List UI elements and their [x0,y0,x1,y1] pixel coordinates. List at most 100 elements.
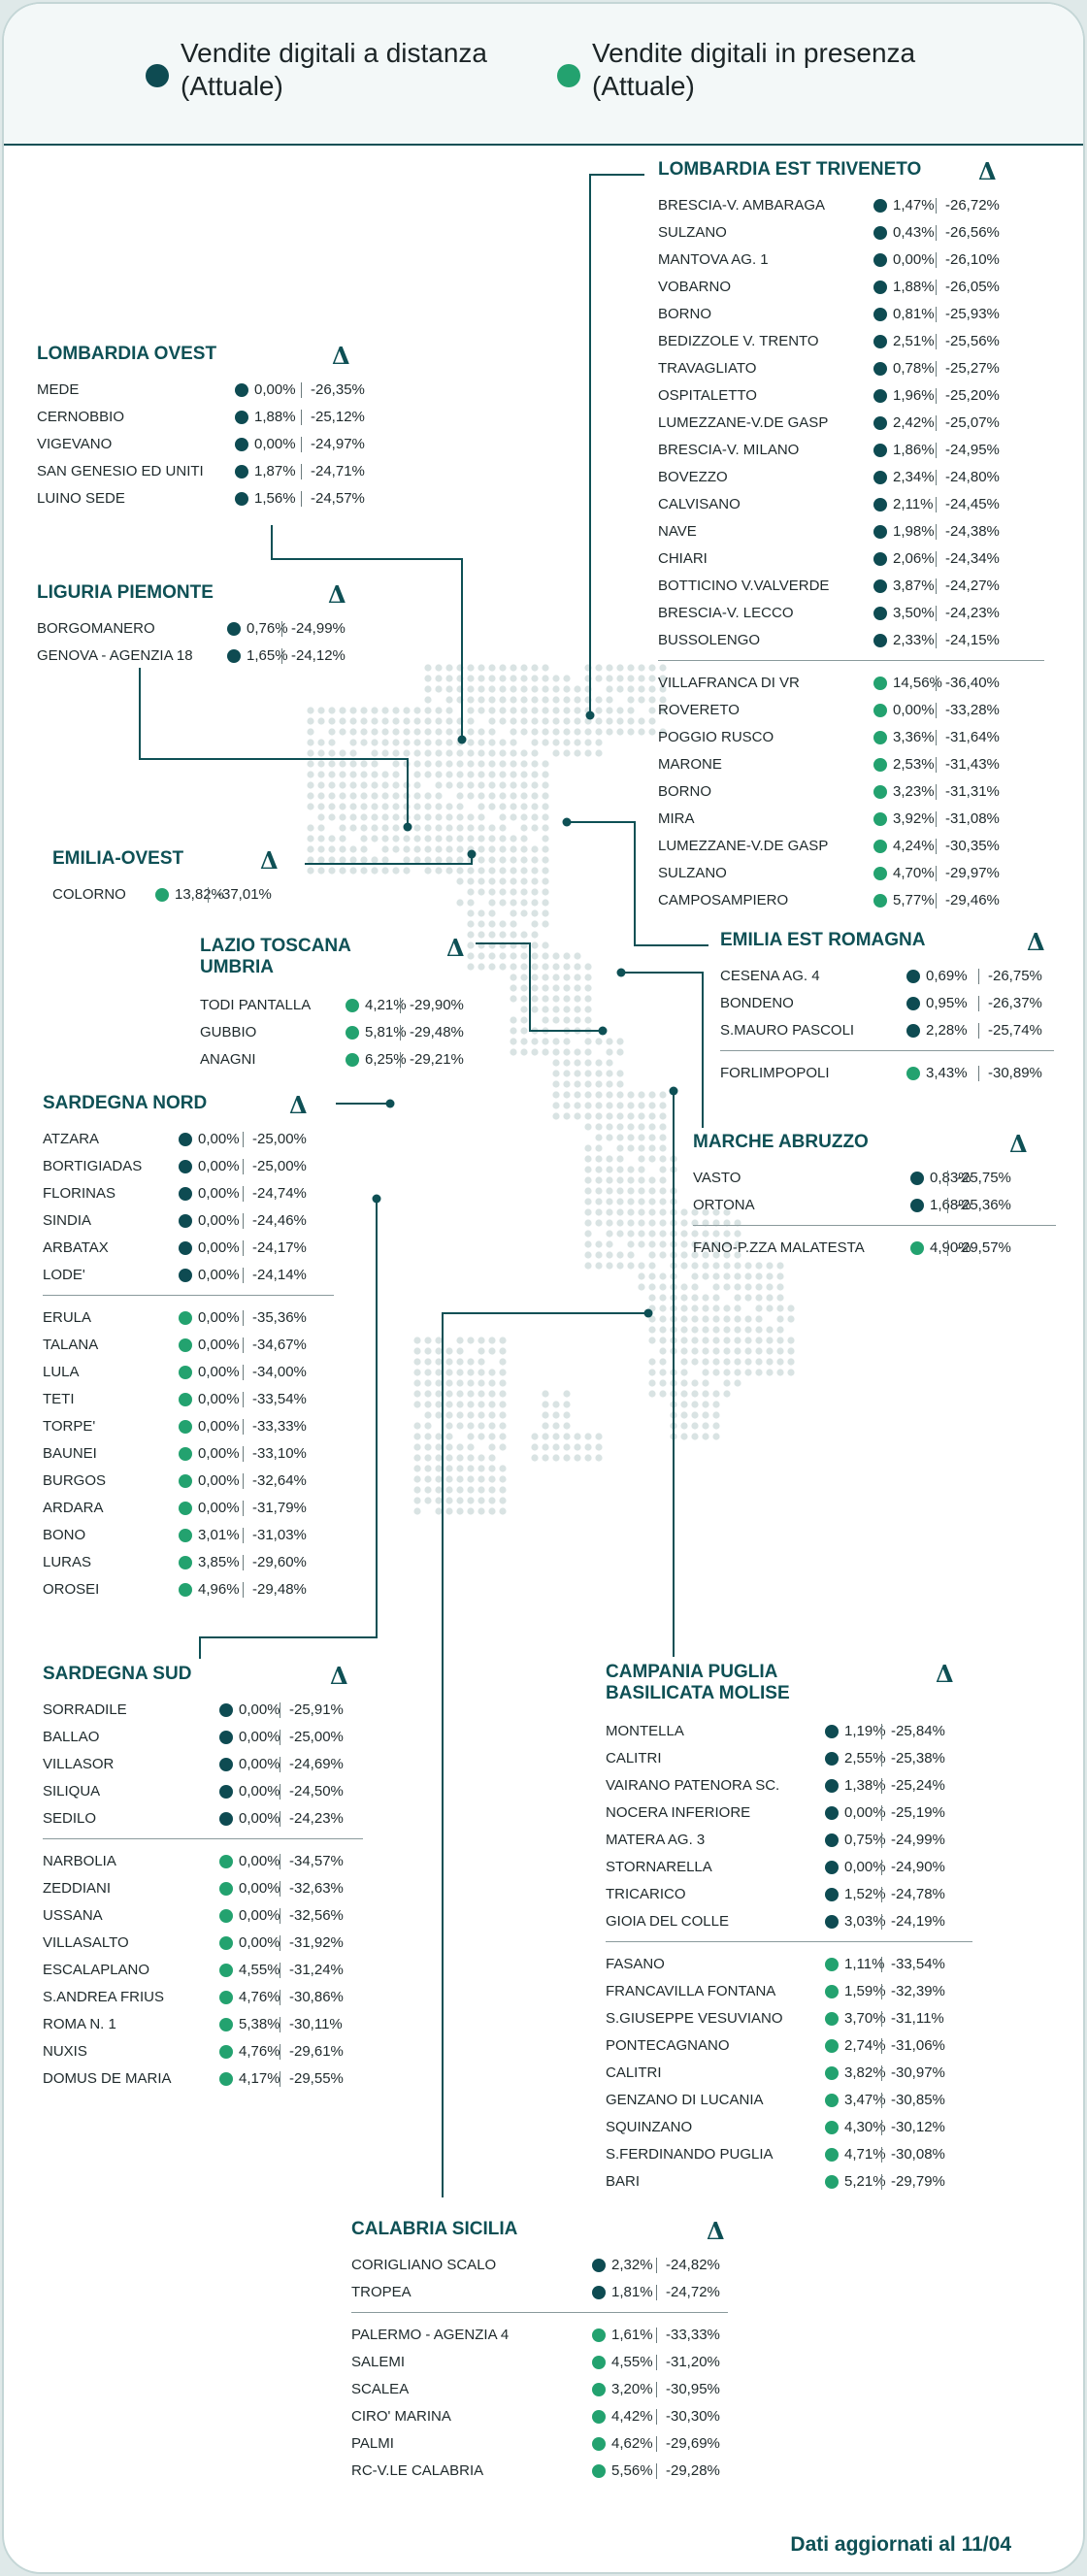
table-row: NARBOLIA 0,00% -34,57% [43,1848,363,1875]
map-dot [467,696,475,704]
map-dot [563,1422,571,1430]
map-dot [776,1272,784,1280]
column-separator [243,1132,244,1147]
map-dot [360,803,368,810]
map-dot [702,1390,709,1398]
map-dot [531,877,539,885]
map-dot [723,1369,731,1376]
map-dot [478,781,485,789]
sales-percent: 0,00% [198,1309,240,1326]
map-dot [595,1187,603,1195]
green-dot-icon [179,1474,192,1488]
map-dot [456,1422,464,1430]
map-dot [349,792,357,800]
map-dot [413,1507,421,1515]
agency-name: ROVERETO [658,702,740,718]
map-dot [723,1208,731,1216]
map-dot [488,931,496,939]
map-dot [478,920,485,928]
map-dot [638,1219,645,1227]
dark-teal-dot-icon [179,1187,192,1201]
map-dot [317,760,325,768]
agency-name: FLORINAS [43,1185,116,1202]
map-dot [445,1401,453,1408]
map-dot [435,675,443,682]
delta-value: -31,11% [891,2010,944,2027]
map-dot [627,707,635,714]
sales-percent: 1,47% [893,197,935,214]
map-dot [531,792,539,800]
map-dot [584,1048,592,1056]
map-dot [659,1272,667,1280]
map-dot [307,771,314,778]
map-dot [542,974,549,981]
delta-value: -25,19% [891,1804,945,1821]
map-dot [691,1283,699,1291]
map-dot [520,781,528,789]
map-dot [766,1347,774,1355]
map-dot [627,1251,635,1259]
map-dot [456,1497,464,1504]
map-dot [488,1454,496,1462]
agency-name: MEDE [37,381,80,398]
map-dot [478,845,485,853]
map-dot [478,664,485,672]
map-dot [317,845,325,853]
map-dot [445,1390,453,1398]
map-dot [381,824,389,832]
map-dot [499,664,507,672]
delta-value: -24,38% [945,523,1000,540]
map-dot [424,867,432,875]
map-dot [563,1016,571,1024]
map-dot [445,1347,453,1355]
map-dot [776,1337,784,1344]
dark-teal-dot-icon [825,1833,839,1847]
map-dot [456,1358,464,1366]
table-row: USSANA 0,00% -32,56% [43,1902,363,1930]
map-dot [648,1230,656,1238]
map-dot [734,1358,741,1366]
map-dot [424,1465,432,1472]
map-dot [435,717,443,725]
sales-percent: 0,00% [198,1131,240,1147]
agency-name: TALANA [43,1337,99,1353]
map-dot [488,835,496,842]
delta-value: -24,78% [891,1886,945,1902]
map-dot [702,1262,709,1270]
map-dot [648,1155,656,1163]
map-dot [659,1155,667,1163]
column-separator [243,1240,244,1256]
connector-end-dot [403,822,412,832]
map-dot [648,696,656,704]
column-separator [656,2285,657,2300]
map-dot [776,1305,784,1312]
map-dot [456,1390,464,1398]
map-dot [531,685,539,693]
map-dot [392,728,400,736]
map-dot [424,664,432,672]
map-dot [456,1379,464,1387]
map-dot [413,1497,421,1504]
sales-percent: 0,69% [926,968,968,984]
map-dot [680,1240,688,1248]
delta-value: -33,54% [252,1391,307,1407]
map-dot [328,835,336,842]
map-dot [520,760,528,768]
map-dot [638,685,645,693]
map-dot [317,813,325,821]
map-dot [510,707,517,714]
map-dot [349,760,357,768]
map-dot [488,1390,496,1398]
map-dot [680,1219,688,1227]
map-dot [445,717,453,725]
map-dot [360,728,368,736]
sales-percent: 0,00% [198,1239,240,1256]
map-dot [510,974,517,981]
delta-value: -32,56% [289,1907,344,1924]
column-separator [881,2174,882,2190]
map-dot [638,1091,645,1099]
green-dot-icon [179,1556,192,1569]
map-dot [510,685,517,693]
map-dot [648,1294,656,1302]
map-dot [456,1454,464,1462]
